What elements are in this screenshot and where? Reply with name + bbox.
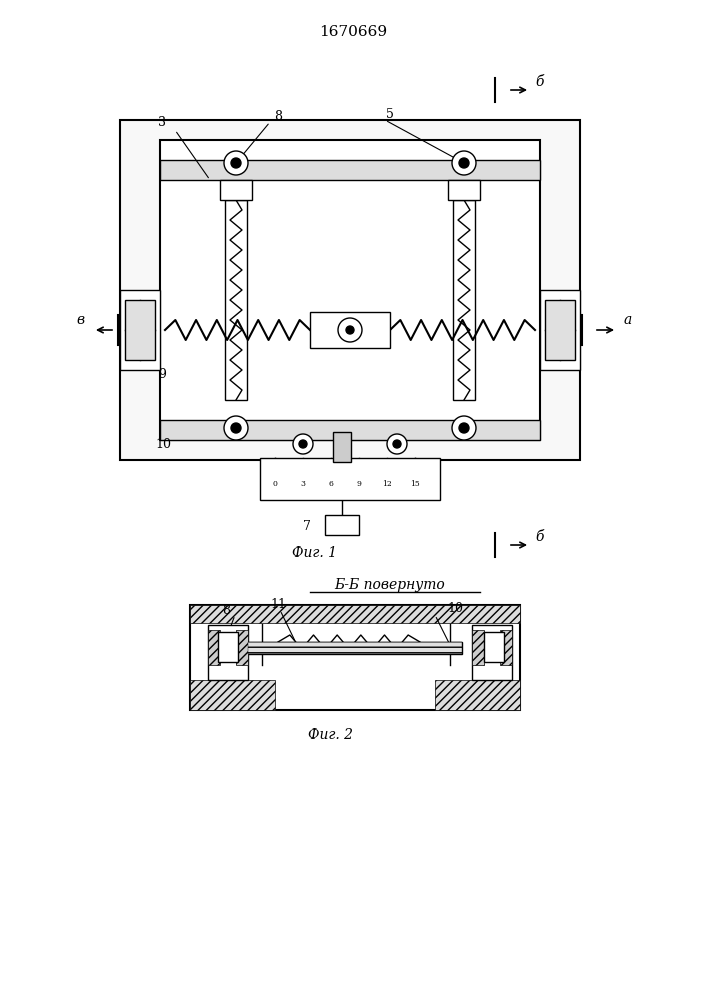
Bar <box>484 632 504 662</box>
Bar <box>248 642 462 654</box>
Circle shape <box>459 158 469 168</box>
Text: б: б <box>536 530 544 544</box>
Bar <box>190 605 520 710</box>
Text: 10: 10 <box>155 438 171 452</box>
Circle shape <box>346 326 354 334</box>
Bar <box>220 180 252 200</box>
Bar <box>325 515 359 535</box>
Text: 15: 15 <box>410 480 420 488</box>
Bar <box>160 160 540 180</box>
Text: 8: 8 <box>274 109 282 122</box>
Bar <box>248 642 462 654</box>
Text: б: б <box>536 75 544 89</box>
Bar <box>500 630 512 665</box>
Text: 6: 6 <box>344 520 352 534</box>
Circle shape <box>393 440 401 448</box>
Bar <box>472 625 512 680</box>
Bar <box>120 290 160 370</box>
Bar <box>260 458 440 500</box>
Text: 11: 11 <box>270 597 286 610</box>
Circle shape <box>459 423 469 433</box>
Circle shape <box>293 434 313 454</box>
Text: 6: 6 <box>329 480 334 488</box>
Text: 10: 10 <box>447 601 463 614</box>
Text: 5: 5 <box>386 107 394 120</box>
Text: 7: 7 <box>303 520 311 534</box>
Bar <box>236 630 248 665</box>
Circle shape <box>224 416 248 440</box>
Circle shape <box>452 416 476 440</box>
Circle shape <box>231 423 241 433</box>
Circle shape <box>224 151 248 175</box>
Bar <box>310 312 390 348</box>
Bar <box>125 300 155 360</box>
Text: Б-Б повернуто: Б-Б повернуто <box>334 578 445 592</box>
Bar <box>333 432 351 462</box>
Bar <box>160 420 540 440</box>
Bar <box>208 625 248 680</box>
Text: 0: 0 <box>273 480 277 488</box>
Bar <box>218 632 238 662</box>
Bar <box>545 300 575 360</box>
Text: 3: 3 <box>300 480 305 488</box>
Bar <box>190 680 275 710</box>
Bar <box>208 630 220 665</box>
Circle shape <box>452 151 476 175</box>
Circle shape <box>338 318 362 342</box>
Bar <box>472 630 484 665</box>
Bar <box>225 200 247 400</box>
Circle shape <box>231 158 241 168</box>
Text: Фиг. 2: Фиг. 2 <box>308 728 353 742</box>
Text: 9: 9 <box>158 368 166 381</box>
Text: 3: 3 <box>158 115 166 128</box>
Circle shape <box>387 434 407 454</box>
Text: в: в <box>76 313 84 327</box>
Text: а: а <box>624 313 632 327</box>
Text: Фиг. 1: Фиг. 1 <box>293 546 337 560</box>
Bar <box>453 200 475 400</box>
Bar <box>448 180 480 200</box>
Bar <box>120 120 580 460</box>
Bar <box>435 680 520 710</box>
Bar <box>160 140 540 440</box>
Bar <box>540 290 580 370</box>
Text: 9: 9 <box>356 480 361 488</box>
Text: 8: 8 <box>222 603 230 616</box>
Circle shape <box>299 440 307 448</box>
Bar <box>190 605 520 623</box>
Text: 12: 12 <box>382 480 392 488</box>
Text: 1670669: 1670669 <box>319 25 387 39</box>
